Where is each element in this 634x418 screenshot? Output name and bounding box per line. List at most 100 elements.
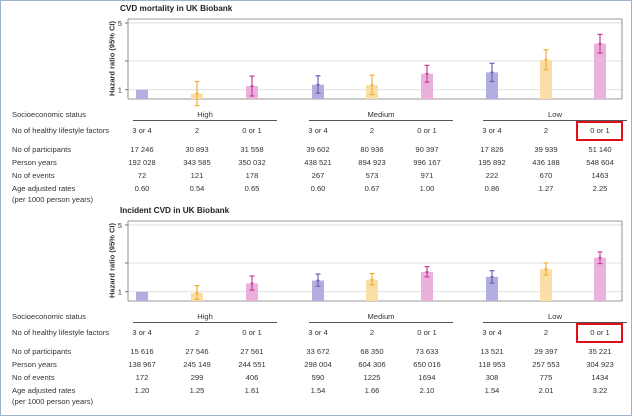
table-cell: 13 521 xyxy=(480,347,504,356)
table-cell: 650 016 xyxy=(413,360,441,369)
table-cell: 1.25 xyxy=(189,386,205,395)
table-cell: 172 xyxy=(135,373,149,382)
highlight-box xyxy=(576,323,623,343)
group-divider xyxy=(483,120,627,121)
table-cell: 298 004 xyxy=(304,360,332,369)
table-cell: 195 892 xyxy=(478,158,506,167)
table-cell: 73 633 xyxy=(415,347,439,356)
chart-title: CVD mortality in UK Biobank xyxy=(120,4,233,13)
table-cell: 33 672 xyxy=(306,347,330,356)
table-cell: 15 616 xyxy=(130,347,154,356)
table-cell: 17 246 xyxy=(130,145,154,154)
table-cell: 406 xyxy=(245,373,259,382)
row-label: No of participants xyxy=(12,145,72,154)
lifestyle-category: 3 or 4 xyxy=(308,328,328,337)
table-cell: 350 032 xyxy=(238,158,266,167)
table-cell: 1.61 xyxy=(244,386,260,395)
group-divider xyxy=(133,120,277,121)
lifestyle-category: 2 xyxy=(543,328,549,337)
row-label: Person years xyxy=(12,360,57,369)
lifestyle-category: 2 xyxy=(369,126,375,135)
table-cell: 29 397 xyxy=(534,347,558,356)
table-cell: 604 306 xyxy=(358,360,386,369)
group-divider xyxy=(483,322,627,323)
table-cell: 0.86 xyxy=(484,184,500,193)
table-cell: 267 xyxy=(311,171,325,180)
table-cell: 2.01 xyxy=(538,386,554,395)
table-cell: 30 893 xyxy=(185,145,209,154)
table-cell: 1.00 xyxy=(419,184,435,193)
group-label-medium: Medium xyxy=(367,110,395,119)
group-divider xyxy=(309,322,453,323)
lifestyle-category: 2 xyxy=(369,328,375,337)
lifestyle-category: 0 or 1 xyxy=(417,328,437,337)
y-axis-title: Hazard ratio (95% CI) xyxy=(107,222,117,299)
table-cell: 178 xyxy=(245,171,259,180)
table-cell: 80 936 xyxy=(360,145,384,154)
lifestyle-category: 3 or 4 xyxy=(132,328,152,337)
table-cell: 971 xyxy=(420,171,434,180)
row-label: No of participants xyxy=(12,347,72,356)
table-cell: 1694 xyxy=(418,373,436,382)
row-label: Person years xyxy=(12,158,57,167)
group-label-high: High xyxy=(197,312,213,321)
socioeconomic-label: Socioeconomic status xyxy=(12,110,86,119)
table-cell: 138 967 xyxy=(128,360,156,369)
table-cell: 775 xyxy=(539,373,553,382)
table-cell: 1225 xyxy=(363,373,381,382)
lifestyle-label: No of healthy lifestyle factors xyxy=(12,328,110,337)
table-cell: 39 939 xyxy=(534,145,558,154)
lifestyle-category: 2 xyxy=(194,328,200,337)
table-cell: 573 xyxy=(365,171,379,180)
table-cell: 35 221 xyxy=(588,347,612,356)
row-label: No of events xyxy=(12,373,55,382)
table-cell: 222 xyxy=(485,171,499,180)
table-cell: 51 140 xyxy=(588,145,612,154)
table-cell: 2.25 xyxy=(592,184,608,193)
table-cell: 27 546 xyxy=(185,347,209,356)
table-cell: 1.27 xyxy=(538,184,554,193)
table-cell: 1.66 xyxy=(364,386,380,395)
row-label: Age adjusted rates xyxy=(12,184,76,193)
chart-title: Incident CVD in UK Biobank xyxy=(120,206,230,215)
lifestyle-category: 0 or 1 xyxy=(590,126,610,135)
table-cell: 90 397 xyxy=(415,145,439,154)
table-cell: 308 xyxy=(485,373,499,382)
table-cell: 1.20 xyxy=(134,386,150,395)
lifestyle-category: 3 or 4 xyxy=(132,126,152,135)
table-cell: 343 585 xyxy=(183,158,211,167)
table-cell: 39 602 xyxy=(306,145,330,154)
table-cell: 0.67 xyxy=(364,184,380,193)
row-sublabel: (per 1000 person years) xyxy=(12,397,94,406)
table-cell: 0.54 xyxy=(189,184,205,193)
table-cell: 3.22 xyxy=(592,386,608,395)
table-cell: 2.10 xyxy=(419,386,435,395)
row-sublabel: (per 1000 person years) xyxy=(12,195,94,204)
table-cell: 245 149 xyxy=(183,360,211,369)
table-cell: 257 553 xyxy=(532,360,560,369)
lifestyle-category: 2 xyxy=(194,126,200,135)
table-cell: 244 551 xyxy=(238,360,266,369)
socioeconomic-label: Socioeconomic status xyxy=(12,312,86,321)
table-cell: 1.54 xyxy=(484,386,500,395)
table-cell: 1434 xyxy=(591,373,609,382)
lifestyle-category: 3 or 4 xyxy=(308,126,328,135)
lifestyle-category: 0 or 1 xyxy=(417,126,437,135)
group-label-low: Low xyxy=(548,110,562,119)
table-cell: 996 167 xyxy=(413,158,441,167)
table-cell: 438 521 xyxy=(304,158,332,167)
lifestyle-category: 2 xyxy=(543,126,549,135)
table-cell: 192 028 xyxy=(128,158,156,167)
table-cell: 0.60 xyxy=(310,184,326,193)
table-cell: 27 561 xyxy=(240,347,264,356)
table-cell: 118 953 xyxy=(478,360,506,369)
highlight-box xyxy=(576,121,623,141)
group-divider xyxy=(133,322,277,323)
row-label: No of events xyxy=(12,171,55,180)
lifestyle-category: 3 or 4 xyxy=(482,328,502,337)
table-cell: 0.65 xyxy=(244,184,260,193)
group-label-low: Low xyxy=(548,312,562,321)
lifestyle-category: 0 or 1 xyxy=(242,126,262,135)
table-cell: 304 923 xyxy=(586,360,614,369)
